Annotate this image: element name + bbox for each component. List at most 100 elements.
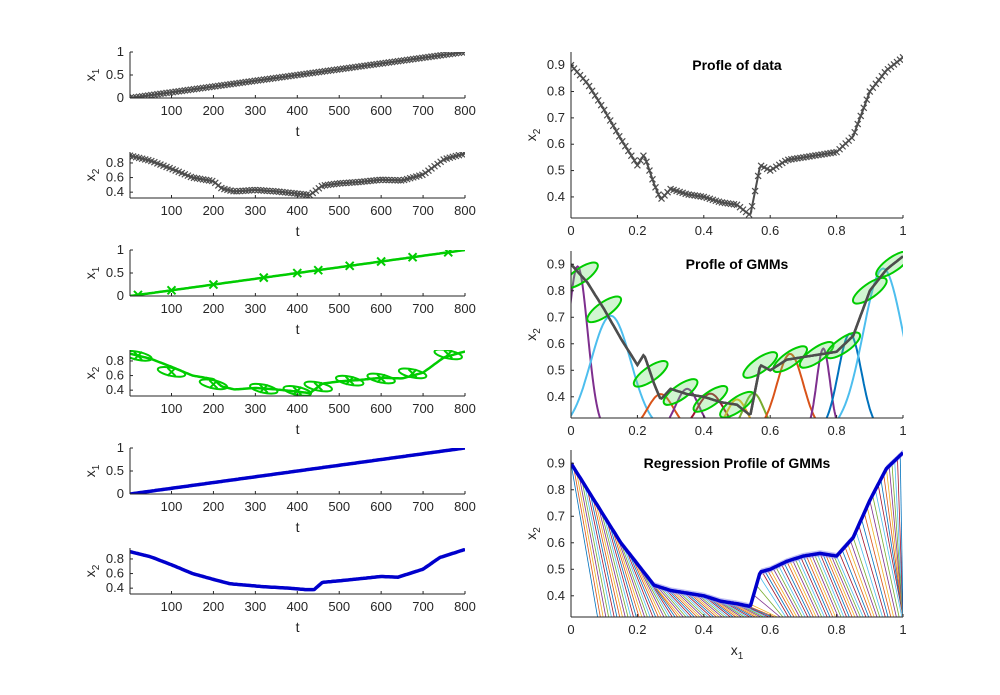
x-tick-label: 0.4 [695,223,713,238]
y-tick-label: 0.9 [547,57,565,72]
x-tick-label: 400 [286,103,308,118]
plot-area [130,250,465,296]
y-tick-label: 0.6 [106,170,124,185]
y-tick-label: 0.8 [106,155,124,170]
y-tick-label: 0 [117,486,124,501]
data-marker [769,165,777,173]
y-tick-label: 0.7 [547,309,565,324]
data-marker [778,159,786,167]
data-marker [652,183,659,191]
x-tick-label: 0.2 [628,622,646,637]
gmm-center-marker [443,250,453,258]
regression-component-line [855,531,883,617]
gmm-center-marker [292,386,302,396]
gmm-ellipse [397,367,428,380]
y-tick-label: 0.6 [106,368,124,383]
x-tick-label: 500 [328,103,350,118]
regression-component-line [794,558,823,617]
regression-component-line [850,540,878,617]
data-marker [376,176,384,184]
regression-component-line [899,455,903,617]
gmm-ellipse [303,380,333,393]
x-tick-label: 500 [328,203,350,218]
y-tick-label: 0.5 [547,561,565,576]
data-marker [857,112,865,120]
data-marker [455,52,463,57]
x-tick-label: 800 [454,301,476,316]
plot-area [130,152,465,198]
gmm-ellipse [282,385,313,396]
x-tick-label: 0.8 [828,622,846,637]
y-tick-label: 0.8 [106,353,124,368]
axis-label-8: x1 [731,642,744,662]
y-tick-label: 0.4 [106,580,124,595]
data-marker [848,134,856,142]
data-marker [618,137,626,145]
gmm-center-marker [133,351,143,361]
regression-component-line [888,465,903,617]
subplot-3: 100 200 300 400 500 600 700 800 0 0.5 1 t x1 [82,242,476,337]
gmm-ellipse [198,378,229,391]
regression-component-line [767,569,795,617]
gaussian-component [571,314,654,418]
regression-component-line [861,518,889,617]
data-marker [899,53,903,61]
x-tick-label: 700 [412,499,434,514]
regression-component-line [614,533,643,617]
gaussian-component [837,267,903,418]
y-tick-label: 0.8 [547,283,565,298]
x-tick-label: 100 [161,599,183,614]
regression-component-line [689,593,717,617]
regression-component-line [866,506,894,617]
data-marker [609,122,617,130]
y-tick-label: 1 [117,44,124,59]
y-tick-label: 0.4 [106,184,124,199]
data-marker [751,187,759,195]
gmm-center-marker [133,290,143,296]
regression-component-line [623,546,651,617]
subplot-5: 100 200 300 400 500 600 700 800 0 0.5 1 t x1 [82,440,476,535]
subplot-6: 100 200 300 400 500 600 700 800 0.40.60.8 t x2 [82,548,476,635]
regression-component-line [769,569,798,617]
regression-component-line [662,587,690,617]
gmm-center-marker [259,383,269,394]
regression-component-line [581,480,610,617]
data-marker [772,163,780,171]
regression-component-line [883,473,903,617]
x-tick-label: 0.8 [828,423,846,438]
regression-component-line [772,567,800,617]
data-marker [458,52,465,56]
x-tick-label: 200 [203,599,225,614]
gmm-center-marker [344,375,355,386]
regression-component-line [894,460,903,617]
regression-component-line [670,590,698,617]
x-tick-label: 0 [567,423,574,438]
plot-area [571,53,903,218]
x-tick-label: 0.8 [828,223,846,238]
gmm-center-marker [407,368,418,379]
regression-component-line [825,554,853,617]
regression-component-line [606,520,634,617]
x-tick-label: 100 [161,301,183,316]
regression-component-line [880,479,903,617]
gmm-center-marker [208,279,219,290]
axis-label-1: t [296,223,300,239]
series-line-overlay [571,255,903,416]
axis-label-1: x2 [82,168,102,181]
y-tick-label: 0.5 [106,463,124,478]
regression-component-line [789,560,817,617]
regression-component-line [673,590,701,617]
y-tick-label: 1 [117,440,124,455]
regression-component-line [803,555,831,617]
gaussian-component [689,392,731,418]
axis-label-4: x1 [82,464,102,477]
data-marker [745,210,753,218]
axis-label-8: x2 [523,527,543,540]
regression-component-line [584,485,612,617]
x-tick-label: 500 [328,301,350,316]
gmm-center-marker [292,268,302,278]
data-marker [630,157,638,164]
x-tick-label: 600 [370,599,392,614]
series-line [130,548,465,592]
x-tick-label: 600 [370,301,392,316]
